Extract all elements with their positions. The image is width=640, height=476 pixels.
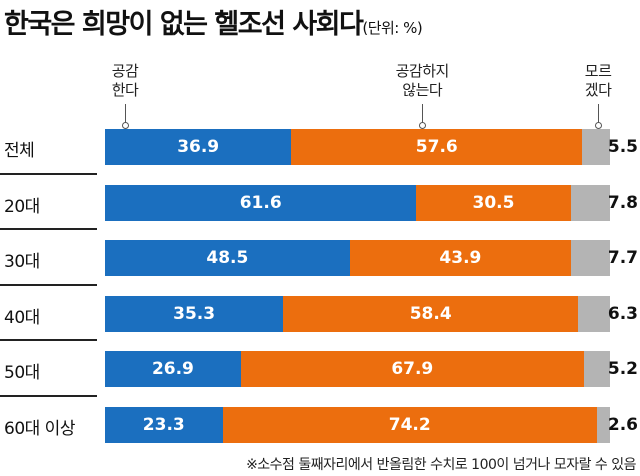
bar-segment-unknown bbox=[571, 240, 610, 276]
data-label: 58.4 bbox=[409, 304, 452, 324]
bar-segment-agree: 35.3 bbox=[105, 296, 284, 332]
row-separator bbox=[0, 228, 97, 230]
row-separator bbox=[0, 173, 97, 175]
legend-text: 한다 bbox=[111, 81, 139, 99]
data-label: 30.5 bbox=[472, 193, 515, 213]
data-label: 43.9 bbox=[439, 248, 482, 268]
data-label: 57.6 bbox=[415, 137, 458, 157]
bar-segment-disagree: 43.9 bbox=[349, 240, 572, 276]
bar-segment-agree: 61.6 bbox=[105, 185, 417, 221]
legend-leader-line bbox=[125, 104, 126, 124]
data-label: 5.2 bbox=[607, 359, 638, 379]
category-label: 50대 bbox=[4, 363, 40, 383]
legend-text: 공감 bbox=[111, 62, 139, 80]
legend-label-1: 공감하지 않는다 bbox=[382, 62, 462, 100]
data-label: 48.5 bbox=[206, 248, 249, 268]
bar-segment-disagree: 58.4 bbox=[283, 296, 579, 332]
legend-marker-dot bbox=[122, 122, 129, 129]
bar-segment-unknown bbox=[596, 407, 610, 443]
data-label: 26.9 bbox=[151, 359, 194, 379]
legend-leader-line bbox=[598, 104, 600, 124]
row-separator bbox=[0, 395, 97, 397]
bar-segment-unknown bbox=[583, 351, 610, 387]
bar-segment-unknown bbox=[570, 185, 610, 221]
legend-label-2: 모르 겠다 bbox=[558, 62, 638, 100]
chart-title: 한국은 희망이 없는 헬조선 사회다(단위: %) bbox=[4, 2, 423, 41]
data-label: 7.7 bbox=[607, 248, 638, 268]
data-label: 67.9 bbox=[391, 359, 434, 379]
unit-label: (단위: %) bbox=[362, 19, 423, 37]
legend-text: 겠다 bbox=[584, 81, 612, 99]
category-label: 20대 bbox=[4, 197, 40, 217]
bar-segment-disagree: 30.5 bbox=[416, 185, 571, 221]
legend-marker-dot bbox=[595, 122, 603, 129]
legend-marker-dot bbox=[419, 122, 427, 129]
footnote: ※소수점 둘째자리에서 반올림한 수치로 100이 넘거나 모자랄 수 있음 bbox=[246, 457, 636, 473]
bar-segment-disagree: 74.2 bbox=[222, 407, 597, 443]
category-label: 60대 이상 bbox=[4, 419, 75, 439]
bar-segment-disagree: 57.6 bbox=[291, 129, 583, 165]
data-label: 74.2 bbox=[388, 415, 431, 435]
category-label: 30대 bbox=[4, 252, 40, 272]
category-label: 40대 bbox=[4, 308, 40, 328]
legend-leader-line bbox=[422, 104, 424, 124]
data-label: 7.8 bbox=[607, 193, 638, 213]
data-label: 6.3 bbox=[607, 304, 638, 324]
row-separator bbox=[0, 284, 97, 286]
bar-segment-agree: 48.5 bbox=[105, 240, 350, 276]
data-label: 36.9 bbox=[177, 137, 220, 157]
bar-segment-unknown bbox=[578, 296, 610, 332]
row-separator bbox=[0, 339, 97, 341]
legend-text: 않는다 bbox=[402, 81, 443, 99]
legend-text: 공감하지 bbox=[395, 62, 450, 80]
data-label: 5.5 bbox=[607, 137, 638, 157]
bar-segment-agree: 23.3 bbox=[105, 407, 223, 443]
legend-text: 모르 bbox=[584, 62, 612, 80]
category-label: 전체 bbox=[4, 141, 35, 161]
bar-segment-unknown bbox=[582, 129, 610, 165]
bar-segment-agree: 26.9 bbox=[105, 351, 241, 387]
bar-segment-agree: 36.9 bbox=[105, 129, 292, 165]
bar-segment-disagree: 67.9 bbox=[240, 351, 584, 387]
legend-label-0: 공감 한다 bbox=[85, 62, 165, 100]
data-label: 35.3 bbox=[173, 304, 216, 324]
title-text: 한국은 희망이 없는 헬조선 사회다 bbox=[4, 9, 364, 40]
data-label: 61.6 bbox=[239, 193, 282, 213]
data-label: 23.3 bbox=[142, 415, 185, 435]
data-label: 2.6 bbox=[607, 415, 638, 435]
